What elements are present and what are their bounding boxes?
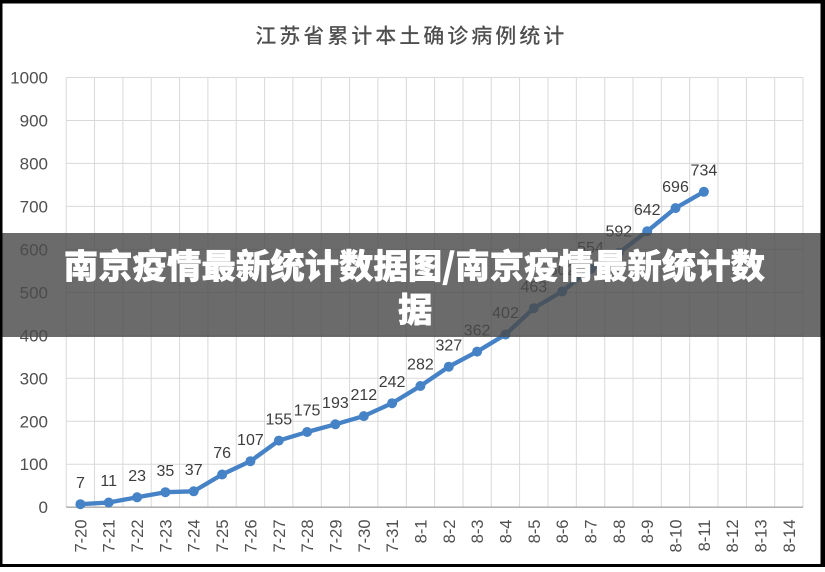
svg-text:23: 23 [128,468,146,485]
svg-text:175: 175 [294,403,321,420]
svg-text:8-3: 8-3 [469,520,487,544]
svg-text:100: 100 [20,455,48,474]
svg-text:696: 696 [662,179,689,196]
svg-text:212: 212 [350,387,377,404]
svg-text:193: 193 [322,395,349,412]
svg-text:35: 35 [157,463,175,480]
svg-text:7-28: 7-28 [299,520,317,553]
svg-text:8-10: 8-10 [668,520,686,553]
svg-text:7: 7 [76,475,85,492]
svg-text:7-30: 7-30 [356,520,374,553]
svg-text:327: 327 [435,337,462,354]
svg-text:0: 0 [39,498,48,517]
svg-text:8-1: 8-1 [412,520,430,544]
svg-text:242: 242 [379,374,406,391]
svg-text:7-25: 7-25 [214,520,232,553]
svg-text:642: 642 [634,202,661,219]
svg-text:800: 800 [20,154,48,173]
svg-text:7-23: 7-23 [157,520,175,553]
svg-text:7-29: 7-29 [327,520,345,553]
svg-text:734: 734 [691,163,718,180]
svg-text:300: 300 [20,369,48,388]
svg-text:7-26: 7-26 [242,520,260,553]
svg-text:282: 282 [407,357,434,374]
svg-text:200: 200 [20,412,48,431]
svg-text:7-22: 7-22 [129,520,147,553]
svg-text:11: 11 [100,473,117,490]
svg-text:7-31: 7-31 [384,520,402,553]
svg-text:700: 700 [20,197,48,216]
svg-text:8-7: 8-7 [583,520,601,544]
svg-text:8-12: 8-12 [724,520,742,553]
svg-text:8-14: 8-14 [781,520,799,553]
svg-text:8-4: 8-4 [498,520,516,544]
svg-text:7-24: 7-24 [186,520,204,553]
svg-text:8-8: 8-8 [611,520,629,544]
svg-text:76: 76 [213,445,231,462]
svg-text:8-6: 8-6 [554,520,572,544]
svg-text:37: 37 [185,462,203,479]
svg-text:900: 900 [20,112,48,131]
svg-text:7-21: 7-21 [101,520,119,553]
svg-text:107: 107 [237,432,264,449]
svg-text:8-11: 8-11 [696,520,714,552]
svg-text:7-20: 7-20 [72,520,90,553]
svg-text:8-13: 8-13 [753,520,771,553]
svg-text:8-9: 8-9 [639,520,657,544]
svg-text:8-2: 8-2 [441,520,459,544]
svg-text:8-5: 8-5 [526,520,544,544]
svg-text:7-27: 7-27 [271,520,289,553]
svg-text:1000: 1000 [10,69,48,88]
svg-text:155: 155 [265,411,292,428]
